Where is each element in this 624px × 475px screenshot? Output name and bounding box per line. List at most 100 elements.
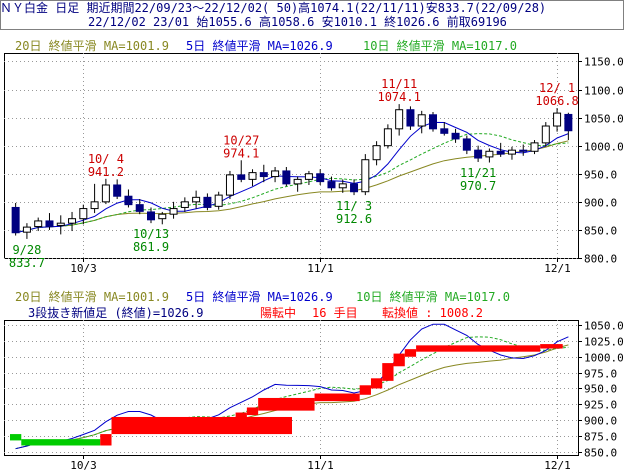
line-break-reversal: 転換値 : 1008.2 (382, 306, 484, 320)
line-break-ytick-label: 975.0 (584, 368, 617, 381)
candle-up (383, 128, 392, 147)
bar-low: 安1010.1 (321, 15, 377, 29)
candle-down (564, 113, 573, 132)
candle-up (530, 142, 539, 152)
annotation-high-value: 1066.8 (535, 94, 578, 108)
annotation-low-date: 10/13 (133, 227, 169, 241)
bar-volume: 前取69196 (446, 15, 507, 29)
candle-down (113, 184, 122, 197)
annotation-high-value: 1074.1 (377, 90, 420, 104)
line-break-up-block (258, 397, 315, 411)
candle-down (462, 138, 471, 151)
header-row-1: ＮＹ白金 日足 期近期間22/09/23～22/12/02( 50)高1074.… (0, 1, 624, 16)
candle-down (147, 211, 155, 221)
candle-ytick-label: 1000.0 (584, 141, 624, 154)
candle-up (90, 201, 99, 210)
ma10-line-top (15, 133, 569, 234)
candle-ytick-label: 850.0 (584, 225, 617, 238)
line-break-count: 16 手目 (312, 306, 358, 320)
candle-up (417, 114, 426, 127)
candle-up (541, 125, 550, 144)
line-break-xtick-label: 10/3 (70, 459, 97, 472)
line-break-down-block (10, 434, 22, 441)
candle-xtick-label: 12/1 (544, 262, 571, 275)
line-break-ytick-label: 900.0 (584, 415, 617, 428)
line-break-up-block (314, 393, 360, 402)
line-break-ytick-label: 950.0 (584, 383, 617, 396)
period-low: 安833.7(22/09/28) (425, 1, 547, 15)
candle-down (474, 149, 483, 159)
line-break-up-block (224, 416, 236, 426)
period-high: 高1074.1(22/11/11) (298, 1, 426, 15)
annotation-high-date: 11/11 (381, 77, 417, 91)
legend-ma5-top: 5日 終値平滑 MA=1026.9 (186, 39, 333, 53)
annotation-high-date: 12/ 1 (539, 81, 575, 95)
candle-down (406, 109, 415, 127)
candle-down (316, 173, 325, 183)
annotation-low-value: 833.7 (9, 256, 45, 270)
line-break-ytick-label: 1000.0 (584, 352, 624, 365)
line-break-xtick-label: 11/1 (307, 459, 334, 472)
line-break-xtick-label: 12/1 (544, 459, 571, 472)
line-break-up-block (393, 353, 405, 367)
candle-down (124, 195, 133, 206)
line-break-ytick-label: 875.0 (584, 431, 617, 444)
annotation-high-value: 974.1 (223, 146, 259, 160)
bar-open: 始1055.6 (196, 15, 252, 29)
line-break-state: 陽転中 (260, 306, 297, 320)
candle-up (34, 220, 43, 228)
candle-up (180, 201, 189, 208)
annotation-low-value: 861.9 (133, 240, 169, 254)
candle-up (68, 218, 77, 224)
line-break-ytick-label: 925.0 (584, 399, 617, 412)
candle-ytick-label: 1150.0 (584, 56, 624, 69)
candle-down (440, 128, 449, 134)
candle-up (361, 159, 370, 193)
candle-up (158, 213, 167, 220)
ma10-line-bottom (15, 336, 569, 450)
ma5-line-top (15, 121, 569, 234)
candle-up (214, 194, 223, 207)
line-break-up-block (540, 344, 563, 349)
candle-up (225, 174, 234, 196)
annotation-high-date: 10/ 4 (88, 152, 124, 166)
header-row-2: 22/12/02 23/01 始1055.6 高1058.6 安1010.1 終… (0, 15, 624, 30)
legend-ma10-bottom: 10日 終値平滑 MA=1017.0 (356, 290, 510, 304)
annotation-low-date: 11/21 (460, 166, 496, 180)
candle-down (237, 174, 246, 180)
candle-ytick-label: 800.0 (584, 253, 617, 266)
instrument-title: ＮＹ白金 日足 期近 (0, 1, 111, 15)
candle-up (338, 183, 347, 189)
ma5-line-bottom (15, 323, 569, 450)
annotation-low-date: 11/ 3 (336, 199, 372, 213)
legend-ma10-top: 10日 終値平滑 MA=1017.0 (363, 39, 517, 53)
candle-ytick-label: 900.0 (584, 197, 617, 210)
candle-down (203, 196, 212, 208)
candle-up (507, 149, 516, 155)
candle-ytick-label: 1100.0 (584, 85, 624, 98)
candle-down (45, 220, 54, 228)
candle-up (169, 208, 178, 215)
candle-up (271, 170, 280, 178)
candle-down (519, 149, 528, 152)
candle-up (248, 172, 257, 180)
line-break-up-block (100, 434, 112, 446)
period-range: 期間22/09/23～22/12/02( 50) (110, 1, 299, 15)
line-break-up-block (404, 349, 417, 357)
line-break-up-block (382, 363, 394, 381)
candle-up (192, 196, 201, 203)
line-break-up-block (246, 407, 259, 416)
line-break-ytick-label: 850.0 (584, 447, 617, 460)
candle-down (350, 183, 359, 193)
bar-close: 終1026.6 (384, 15, 440, 29)
candle-down (135, 204, 144, 212)
line-break-down-block (21, 439, 101, 446)
candle-ytick-label: 950.0 (584, 169, 617, 182)
candle-xtick-label: 11/1 (307, 262, 334, 275)
line-break-up-block (235, 412, 247, 421)
candle-up (22, 226, 31, 233)
candle-down (259, 172, 268, 178)
line-break-ytick-label: 1050.0 (584, 320, 624, 333)
annotation-low-value: 912.6 (336, 212, 372, 226)
line-break-up-block (370, 378, 383, 389)
